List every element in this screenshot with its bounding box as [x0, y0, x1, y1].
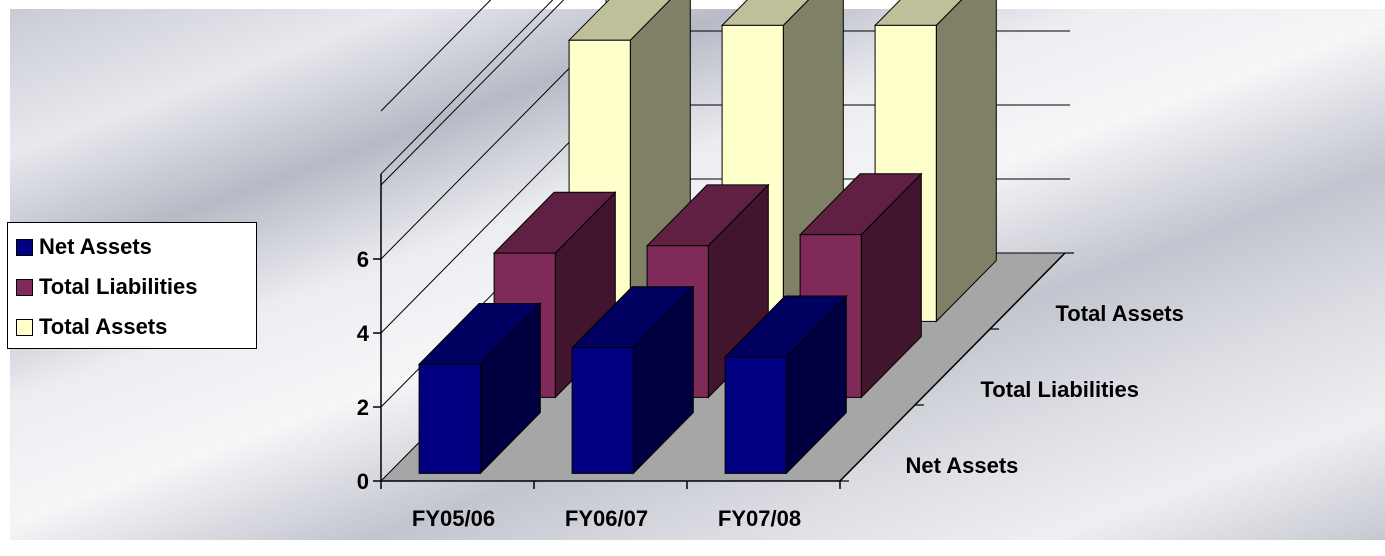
- legend: Net Assets Total Liabilities Total Asset…: [7, 222, 257, 349]
- legend-item-net-assets: Net Assets: [16, 227, 256, 267]
- legend-label-total-liabilities: Total Liabilities: [39, 274, 198, 299]
- legend-item-total-liabilities: Total Liabilities: [16, 267, 256, 307]
- x-tick-label-0: FY05/06: [412, 506, 495, 531]
- chart-bars: [417, 0, 997, 475]
- gridline-side-2: [380, 104, 607, 334]
- x-tick-label-1: FY06/07: [565, 506, 648, 531]
- x-tick-label-2: FY07/08: [718, 506, 801, 531]
- legend-label-total-assets: Total Assets: [39, 314, 168, 339]
- legend-item-total-assets: Total Assets: [16, 307, 256, 347]
- gridline-side-3: [380, 30, 607, 260]
- bar-front-face: [418, 363, 481, 474]
- gridline-side-4: [380, 0, 565, 186]
- bar-net-assets-2: [723, 294, 848, 475]
- depth-label-0: Net Assets: [906, 453, 1019, 478]
- bar-front-face: [724, 356, 787, 474]
- depth-label-1: Total Liabilities: [981, 377, 1140, 402]
- bar-net-assets-0: [417, 302, 542, 475]
- y-tick-label-3: 6: [357, 247, 369, 272]
- bar-front-face: [571, 347, 634, 474]
- axis-depth: [839, 252, 1066, 482]
- legend-swatch-total-liabilities: [16, 278, 33, 296]
- y-tick-label-2: 4: [357, 321, 370, 346]
- depth-label-2: Total Assets: [1056, 301, 1184, 326]
- legend-label-net-assets: Net Assets: [39, 234, 152, 259]
- wall-top-edge: [380, 0, 554, 175]
- bar-net-assets-1: [570, 285, 695, 475]
- y-tick-label-1: 2: [357, 395, 369, 420]
- chart-labels: 0 2 4 6 FY05/06 FY06/07 FY07/08 Net Assets Total…: [357, 247, 1184, 531]
- legend-swatch-total-assets: [16, 318, 33, 336]
- y-tick-label-0: 0: [357, 469, 369, 494]
- gridline-side-5: [380, 0, 492, 112]
- legend-swatch-net-assets: [16, 238, 33, 256]
